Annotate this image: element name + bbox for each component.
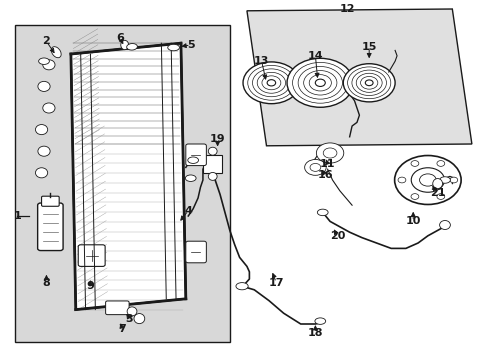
Ellipse shape bbox=[39, 58, 49, 64]
Ellipse shape bbox=[187, 157, 198, 163]
Ellipse shape bbox=[43, 60, 55, 70]
Text: 1: 1 bbox=[13, 211, 21, 221]
FancyBboxPatch shape bbox=[78, 245, 105, 266]
Ellipse shape bbox=[439, 177, 449, 183]
Circle shape bbox=[316, 143, 343, 163]
Text: 14: 14 bbox=[307, 51, 323, 61]
Polygon shape bbox=[246, 9, 471, 146]
Ellipse shape bbox=[185, 175, 196, 181]
Circle shape bbox=[449, 177, 457, 183]
Circle shape bbox=[365, 80, 372, 86]
Ellipse shape bbox=[167, 44, 179, 51]
Text: 17: 17 bbox=[268, 278, 284, 288]
Ellipse shape bbox=[38, 146, 50, 156]
Text: 15: 15 bbox=[361, 42, 376, 52]
Text: 12: 12 bbox=[339, 4, 354, 14]
Circle shape bbox=[309, 163, 320, 171]
Ellipse shape bbox=[127, 307, 137, 316]
Ellipse shape bbox=[36, 125, 48, 135]
Ellipse shape bbox=[317, 209, 327, 216]
Text: 16: 16 bbox=[317, 170, 332, 180]
Text: 19: 19 bbox=[209, 134, 225, 144]
Text: 11: 11 bbox=[319, 159, 335, 169]
Ellipse shape bbox=[38, 81, 50, 91]
Text: 7: 7 bbox=[118, 324, 126, 334]
Circle shape bbox=[243, 62, 299, 104]
Text: 2: 2 bbox=[42, 36, 50, 46]
Circle shape bbox=[410, 168, 444, 192]
Circle shape bbox=[410, 161, 418, 166]
Polygon shape bbox=[71, 43, 185, 310]
Circle shape bbox=[397, 177, 405, 183]
Ellipse shape bbox=[126, 44, 137, 50]
Circle shape bbox=[436, 194, 444, 199]
Text: 9: 9 bbox=[86, 281, 94, 291]
Bar bbox=[15, 25, 229, 342]
Circle shape bbox=[436, 161, 444, 166]
Text: 5: 5 bbox=[186, 40, 194, 50]
Ellipse shape bbox=[43, 103, 55, 113]
Ellipse shape bbox=[121, 40, 128, 50]
Ellipse shape bbox=[36, 168, 48, 178]
Text: 3: 3 bbox=[125, 314, 133, 324]
Text: 21: 21 bbox=[429, 188, 445, 198]
Circle shape bbox=[315, 79, 325, 86]
Ellipse shape bbox=[439, 220, 449, 230]
Ellipse shape bbox=[432, 179, 442, 189]
Ellipse shape bbox=[208, 147, 217, 155]
Circle shape bbox=[286, 58, 353, 107]
Text: 4: 4 bbox=[184, 206, 192, 216]
Ellipse shape bbox=[235, 283, 248, 290]
FancyBboxPatch shape bbox=[38, 203, 63, 251]
Bar bbox=[203, 155, 222, 173]
Circle shape bbox=[419, 174, 435, 186]
Circle shape bbox=[343, 64, 394, 102]
Text: 18: 18 bbox=[307, 328, 323, 338]
Ellipse shape bbox=[51, 47, 61, 58]
FancyBboxPatch shape bbox=[105, 301, 129, 315]
FancyBboxPatch shape bbox=[185, 241, 206, 263]
Circle shape bbox=[304, 159, 325, 175]
Text: 6: 6 bbox=[116, 33, 123, 43]
Text: 10: 10 bbox=[405, 216, 420, 226]
Ellipse shape bbox=[134, 314, 144, 324]
Circle shape bbox=[410, 194, 418, 199]
FancyBboxPatch shape bbox=[185, 144, 206, 166]
Circle shape bbox=[266, 80, 275, 86]
Ellipse shape bbox=[314, 318, 325, 324]
Text: 8: 8 bbox=[42, 278, 50, 288]
Ellipse shape bbox=[208, 172, 217, 180]
Text: 20: 20 bbox=[329, 231, 345, 241]
Text: 13: 13 bbox=[253, 56, 269, 66]
FancyBboxPatch shape bbox=[41, 196, 59, 206]
Circle shape bbox=[394, 156, 460, 204]
Circle shape bbox=[323, 148, 336, 158]
